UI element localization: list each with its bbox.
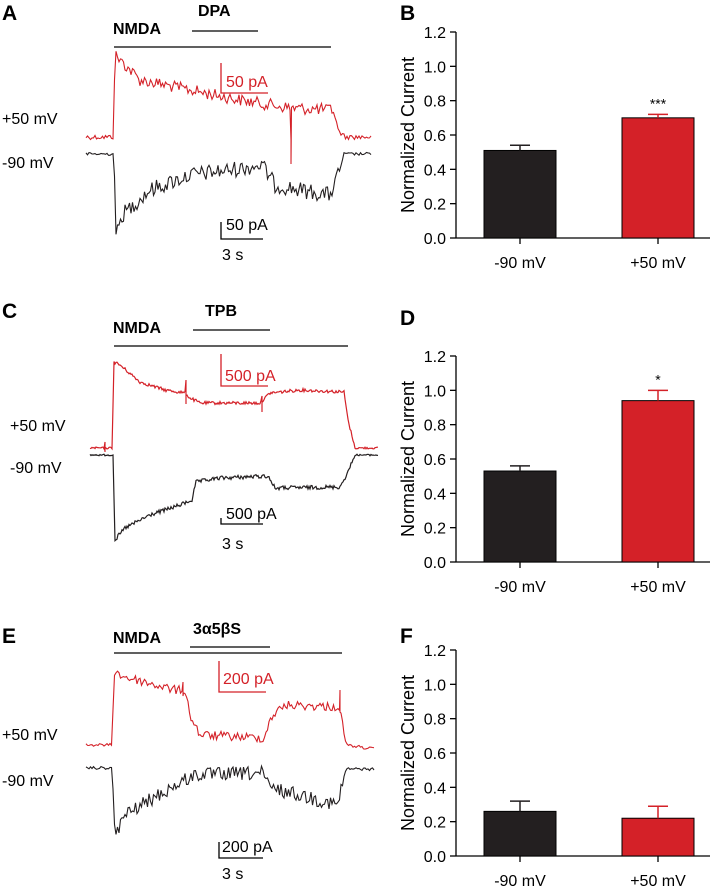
bar-chart-b: B 0.0 0.2 0.4 0.6 0.8 1.0 1.2 Normalized Current… — [398, 2, 710, 272]
x-tick-label: +50 mV — [630, 579, 686, 596]
trace-neg-e — [85, 764, 375, 835]
significance-marker: *** — [650, 95, 667, 111]
y-tick-label: 0.8 — [424, 418, 446, 435]
y-axis-title: Normalized Current — [398, 381, 418, 537]
y-tick-label: 0.2 — [424, 521, 446, 538]
bar — [483, 149, 557, 239]
bar — [483, 810, 557, 857]
scale-red-label-c: 500 pA — [225, 368, 276, 385]
agonist-label-c: NMDA — [113, 320, 161, 337]
y-tick-label: 0.4 — [424, 486, 446, 503]
significance-marker: * — [655, 371, 661, 387]
trace-pos-e — [85, 670, 375, 750]
voltage-neg-label-e: -90 mV — [2, 773, 54, 790]
trace-pos-a — [85, 51, 372, 165]
y-tick-label: 1.0 — [424, 677, 446, 694]
x-tick-label: -90 mV — [494, 255, 546, 272]
voltage-pos-label-e: +50 mV — [2, 727, 58, 744]
bar-chart-f: F 0.0 0.2 0.4 0.6 0.8 1.0 1.2 Normalized Current… — [398, 625, 710, 890]
bar — [483, 470, 557, 563]
panel-label-a: A — [2, 2, 17, 25]
y-tick-label: 1.0 — [424, 59, 446, 76]
drug-label-e: 3α5βS — [193, 621, 241, 638]
y-tick-label: 1.2 — [424, 643, 446, 660]
y-tick-label: 0.4 — [424, 162, 446, 179]
panel-label-b: B — [400, 2, 415, 25]
bar — [621, 400, 695, 563]
scalebar-black-c — [220, 518, 263, 525]
trace-panel-a: A NMDA DPA +50 mV -90 mV 50 pA 50 pA 3 s — [2, 2, 372, 264]
trace-neg-a — [85, 151, 372, 235]
x-tick-label: -90 mV — [494, 873, 546, 890]
y-axis-title: Normalized Current — [398, 675, 418, 831]
panel-label-d: D — [400, 307, 415, 330]
scale-time-label-a: 3 s — [222, 247, 243, 264]
voltage-neg-label-a: -90 mV — [2, 155, 54, 172]
y-tick-label: 0.8 — [424, 94, 446, 111]
trace-neg-c — [89, 453, 379, 543]
y-tick-label: 0.0 — [424, 849, 446, 866]
voltage-pos-label-a: +50 mV — [2, 111, 58, 128]
scale-red-label-a: 50 pA — [226, 74, 268, 91]
bar-chart-d: D 0.0 0.2 0.4 0.6 0.8 1.0 1.2 Normalized Current… — [398, 307, 710, 596]
scale-red-label-e: 200 pA — [223, 671, 274, 688]
y-tick-label: 0.8 — [424, 712, 446, 729]
y-tick-label: 0.2 — [424, 815, 446, 832]
panel-label-e: E — [2, 625, 16, 648]
y-tick-label: 0.6 — [424, 746, 446, 763]
panel-label-f: F — [400, 625, 413, 648]
scalebar-red-a — [220, 63, 268, 94]
voltage-pos-label-c: +50 mV — [10, 418, 66, 435]
scale-black-label-a: 50 pA — [226, 217, 268, 234]
scalebar-red-c — [220, 354, 268, 387]
y-tick-label: 0.0 — [424, 231, 446, 248]
y-tick-label: 0.6 — [424, 128, 446, 145]
y-tick-label: 0.2 — [424, 197, 446, 214]
y-tick-label: 0.6 — [424, 452, 446, 469]
y-tick-label: 1.2 — [424, 349, 446, 366]
scale-time-label-c: 3 s — [222, 536, 243, 553]
scalebar-red-e — [218, 661, 266, 693]
panel-label-c: C — [2, 300, 17, 323]
x-tick-label: +50 mV — [630, 873, 686, 890]
scale-black-label-c: 500 pA — [226, 506, 277, 523]
scalebar-black-e — [218, 842, 263, 859]
trace-panel-e: E NMDA 3α5βS +50 mV -90 mV 200 pA 200 pA… — [2, 621, 375, 883]
y-tick-label: 1.0 — [424, 383, 446, 400]
x-tick-label: +50 mV — [630, 255, 686, 272]
y-tick-label: 0.0 — [424, 555, 446, 572]
scalebar-black-a — [220, 222, 263, 240]
drug-label-a: DPA — [198, 3, 231, 20]
bar-charts: B 0.0 0.2 0.4 0.6 0.8 1.0 1.2 Normalized Current… — [398, 2, 710, 890]
bar — [621, 817, 695, 857]
y-axis-title: Normalized Current — [398, 57, 418, 213]
bar — [621, 117, 695, 239]
x-tick-label: -90 mV — [494, 579, 546, 596]
scale-black-label-e: 200 pA — [222, 839, 273, 856]
voltage-neg-label-c: -90 mV — [10, 460, 62, 477]
trace-panel-c: C NMDA TPB +50 mV -90 mV 500 pA 500 pA 3… — [2, 300, 379, 553]
agonist-label-e: NMDA — [113, 630, 161, 647]
y-tick-label: 0.4 — [424, 780, 446, 797]
scale-time-label-e: 3 s — [222, 866, 243, 883]
y-tick-label: 1.2 — [424, 25, 446, 42]
agonist-label-a: NMDA — [113, 21, 161, 38]
trace-pos-c — [89, 361, 378, 452]
drug-label-c: TPB — [205, 303, 237, 320]
